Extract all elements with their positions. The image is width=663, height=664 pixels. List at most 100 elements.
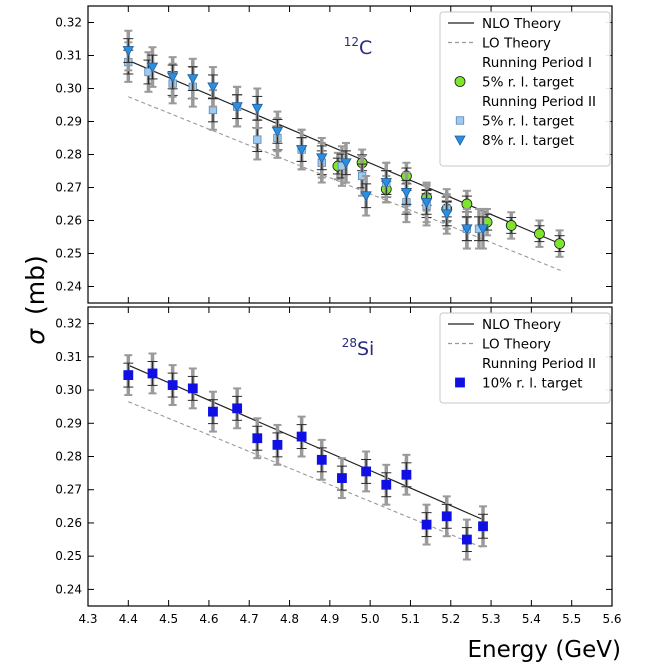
- y-tick-label: 0.28: [55, 450, 82, 464]
- y-tick-label: 0.25: [55, 549, 82, 563]
- legend-entry: 10% r. l. target: [482, 376, 583, 392]
- data-point-circle: [534, 228, 545, 240]
- data-point-triangle: [271, 127, 284, 138]
- nucleus-symbol: Si: [357, 338, 374, 360]
- y-tick-label: 0.29: [55, 416, 82, 430]
- nucleus-mass-number: 28: [342, 336, 357, 350]
- x-axis-title: Energy (GeV): [468, 637, 622, 663]
- y-tick-label: 0.27: [55, 483, 82, 497]
- data-point-triangle: [122, 46, 134, 57]
- data-point-square: [232, 403, 243, 414]
- lo-theory-line: [128, 401, 484, 549]
- nucleus-label: 12C: [344, 35, 373, 59]
- y-tick-label: 0.24: [55, 582, 82, 596]
- legend-entry: 5% r. l. target: [482, 75, 574, 91]
- data-point-square: [381, 479, 392, 490]
- data-point-triangle: [360, 191, 372, 202]
- legend-entry: Running Period II: [482, 356, 596, 372]
- data-point-square: [123, 370, 134, 381]
- x-tick-label: 4.3: [78, 612, 97, 626]
- y-tick-label: 0.24: [55, 280, 82, 294]
- y-axis-symbol: σ: [21, 328, 50, 345]
- legend-box: [439, 312, 611, 404]
- legend-marker-square: [455, 377, 465, 388]
- x-tick-label: 4.7: [240, 612, 259, 626]
- x-tick-label: 5.6: [602, 612, 621, 626]
- data-point-square: [441, 511, 452, 522]
- legend-marker-circle: [454, 76, 466, 87]
- data-point-triangle: [295, 145, 308, 156]
- data-point-triangle: [166, 72, 179, 83]
- nucleus-label: 28Si: [342, 336, 375, 360]
- legend-entry: 8% r. l. target: [482, 133, 574, 149]
- nucleus-mass-number: 12: [344, 35, 359, 49]
- y-tick-label: 0.26: [55, 516, 82, 530]
- y-axis-title: σ (mb): [21, 255, 50, 345]
- data-point-square: [253, 135, 262, 144]
- data-point-square: [147, 368, 158, 379]
- data-point-square: [361, 466, 372, 477]
- data-point-triangle: [420, 197, 433, 209]
- data-point-triangle: [461, 224, 473, 235]
- legend-box: [439, 11, 611, 167]
- x-tick-label: 5.0: [361, 612, 380, 626]
- data-point-triangle: [441, 209, 453, 220]
- y-tick-label: 0.32: [55, 317, 82, 331]
- panel-12c: 0.24 0.25 0.26 0.27 0.28 0.29 0.30 0.31 0.32 12C N…: [55, 5, 613, 304]
- y-tick-label: 0.30: [55, 383, 82, 397]
- data-point-circle: [461, 198, 473, 210]
- legend-entry: NLO Theory: [482, 16, 561, 32]
- data-point-square: [421, 519, 432, 530]
- y-tick-label: 0.32: [55, 16, 82, 30]
- x-tick-label: 5.1: [401, 612, 420, 626]
- legend-entry: LO Theory: [482, 337, 551, 353]
- data-point-square: [461, 534, 472, 545]
- legend-entry: Running Period II: [482, 94, 596, 110]
- y-tick-label: 0.27: [55, 181, 82, 195]
- data-point-square: [187, 383, 198, 394]
- data-point-circle: [554, 238, 565, 250]
- x-tick-label: 4.4: [119, 612, 138, 626]
- panel-28si: 0.24 0.25 0.26 0.27 0.28 0.29 0.30 0.31 0.32 4.3 4…: [55, 306, 622, 626]
- y-tick-label: 0.31: [55, 49, 82, 63]
- x-tick-label: 5.2: [441, 612, 460, 626]
- x-tick-label: 5.4: [522, 612, 541, 626]
- data-point-square: [272, 439, 283, 450]
- data-point-triangle: [231, 102, 243, 113]
- data-point-square: [478, 521, 488, 532]
- nlo-theory-line: [128, 364, 484, 521]
- data-point-triangle: [400, 188, 413, 199]
- lo-theory-line: [128, 96, 564, 273]
- data-point-square: [208, 406, 218, 417]
- y-tick-label: 0.25: [55, 247, 82, 261]
- y-tick-label: 0.28: [55, 148, 82, 162]
- data-point-triangle: [477, 224, 489, 235]
- x-tick-label: 5.3: [482, 612, 501, 626]
- nucleus-symbol: C: [359, 37, 372, 59]
- data-point-square: [401, 469, 412, 480]
- x-tick-label: 4.9: [320, 612, 339, 626]
- data-point-triangle: [316, 153, 328, 164]
- data-point-square: [252, 433, 263, 444]
- x-tick-label: 4.8: [280, 612, 299, 626]
- data-point-triangle: [340, 158, 352, 169]
- data-point-triangle: [146, 62, 159, 73]
- data-point-square: [316, 454, 327, 465]
- data-point-circle: [505, 220, 517, 231]
- data-point-square: [337, 473, 347, 483]
- data-point-square: [167, 380, 178, 390]
- legend-marker-triangle: [454, 135, 466, 146]
- data-point-triangle: [207, 82, 219, 93]
- data-point-triangle: [251, 103, 263, 115]
- legend-entry: Running Period I: [482, 55, 592, 71]
- y-tick-label: 0.30: [55, 82, 82, 96]
- legend-entry: LO Theory: [482, 36, 551, 52]
- x-tick-label: 4.6: [199, 612, 218, 626]
- data-point-square: [296, 431, 307, 442]
- x-tick-label: 5.5: [562, 612, 581, 626]
- legend-entry: NLO Theory: [482, 317, 561, 333]
- y-tick-label: 0.31: [55, 350, 82, 364]
- x-tick-label: 4.5: [159, 612, 178, 626]
- data-point-triangle: [380, 178, 392, 189]
